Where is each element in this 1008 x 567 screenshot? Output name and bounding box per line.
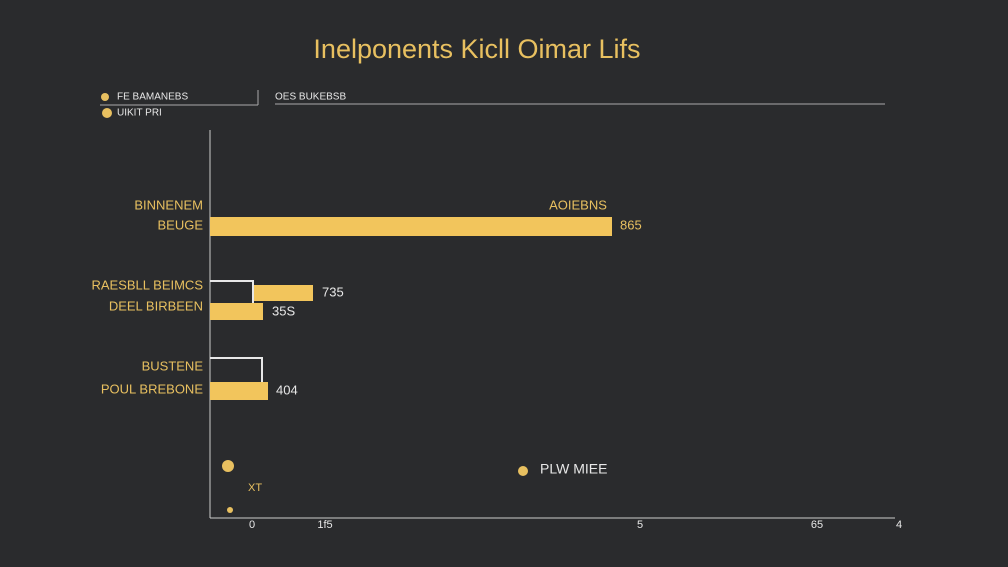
legend-label: FE BAMANEBS	[117, 92, 188, 103]
x-tick-label: 5	[637, 519, 643, 531]
annotation: AOIEBNS	[549, 197, 607, 212]
x-tick-label: 0	[249, 519, 255, 531]
bar	[210, 217, 612, 236]
marker	[227, 507, 233, 513]
legend-header: OES BUKEBSB	[275, 92, 346, 103]
category-label: DEEL BIRBEEN	[109, 298, 203, 313]
legend-label: PLW MIEE	[540, 461, 607, 477]
value-label: 735	[322, 284, 344, 299]
legend-label: UIKIT PRI	[117, 108, 162, 119]
legend-dot	[101, 93, 109, 101]
category-label: BUSTENE	[142, 358, 204, 373]
legend-dot	[102, 108, 112, 118]
legend-dot	[518, 466, 528, 476]
bracket	[210, 280, 254, 303]
value-label: 404	[276, 382, 298, 397]
marker-label: XT	[248, 482, 262, 494]
x-tick-label: 1f5	[317, 519, 332, 531]
bar	[210, 382, 268, 400]
bar	[254, 285, 313, 301]
x-tick-label: 65	[811, 519, 823, 531]
category-label: POUL BREBONE	[101, 381, 203, 396]
bracket	[210, 357, 263, 382]
category-label: BINNENEM	[134, 197, 203, 212]
value-label: 865	[620, 217, 642, 232]
bar	[210, 303, 263, 320]
value-label: 35S	[272, 303, 295, 318]
title: Inelponents Kicll Oimar Lifs	[313, 34, 640, 64]
x-tick-label: 4	[896, 519, 902, 531]
category-label: BEUGE	[157, 217, 203, 232]
category-label: RAESBLL BEIMCS	[91, 277, 203, 292]
marker	[222, 460, 234, 472]
